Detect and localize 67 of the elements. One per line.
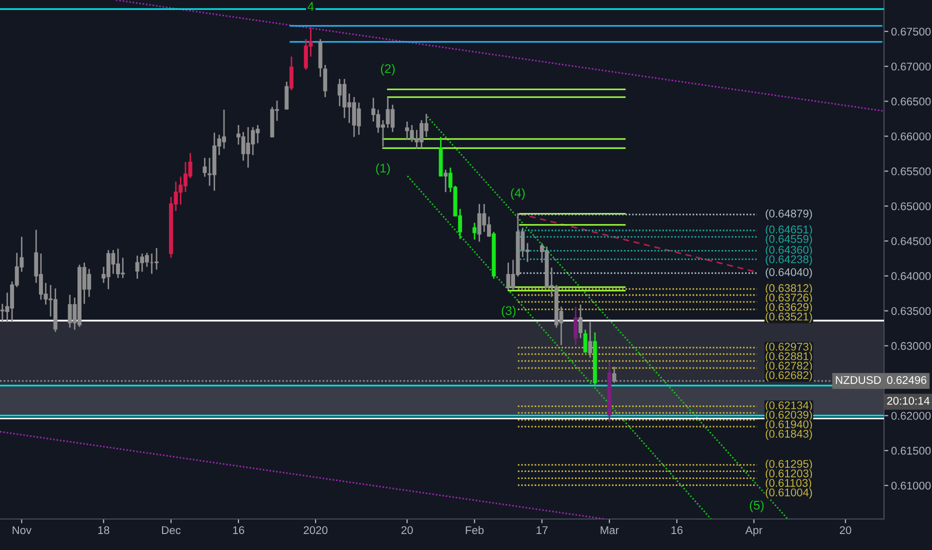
series-label: (0.61203) [766,469,812,480]
x-tick-label: 2020 [304,526,328,534]
x-tick-label: 20 [401,526,413,534]
candlestick [323,64,328,98]
y-tick-label: 0.65500 [891,167,931,176]
series-label: (0.61940) [766,420,812,430]
series-label: (0.62134) [766,401,812,412]
series-label: (0.61843) [766,430,812,440]
y-tick-label: 0.61000 [891,482,931,490]
x-tick-label: Feb [466,526,484,534]
series-label: (0.63629) [766,302,812,314]
candlestick [472,222,476,240]
series-label: (0.61295) [766,460,812,470]
candlestick [154,247,159,270]
x-tick-label: Apr [745,526,762,536]
series-label: (0.61103) [766,478,812,490]
y-tick-label: 0.65000 [891,202,931,210]
y-tick-label: 0.64500 [891,237,931,246]
series-label: (0.64238) [766,255,812,266]
series-label: (0.62782) [766,361,812,372]
series-label: (0.62881) [766,352,812,362]
candlestick [574,306,578,346]
candlestick [583,329,588,354]
candlestick [588,321,592,358]
annotation: (3) [502,306,516,318]
y-tick-label: 0.67500 [891,28,931,36]
x-tick-label: Mar [600,526,619,534]
series-label: (0.62039) [766,410,812,421]
y-tick-label: 0.61500 [891,446,931,455]
y-tick-label: 0.66000 [891,132,931,140]
y-tick-label: 0.64000 [891,272,931,280]
y-tick-label: 0.63000 [891,342,931,350]
series-label: (0.62973) [766,342,812,353]
series-label: (0.63521) [766,312,812,323]
annotation: 4 [308,2,314,11]
series-label: (0.64360) [766,246,812,256]
x-tick-label: 17 [536,526,548,534]
ref-line-label: 0.62496 [887,376,926,384]
x-tick-label: Dec [162,526,181,534]
x-tick-label: 16 [672,526,683,534]
y-tick-label: 0.66500 [891,98,931,106]
x-tick-label: Nov [12,526,32,534]
x-tick-label: 16 [233,526,244,534]
series-label: (0.63812) [766,284,812,294]
candlestick [202,157,207,178]
y-tick-label: 0.62000 [891,412,931,420]
x-tick-label: 18 [98,526,110,534]
text: 20:10:14 [887,396,930,405]
series-label: (0.64879) [766,209,812,220]
y-tick-label: 0.67000 [891,62,931,70]
candlestick [444,169,448,193]
series-label: (0.64040) [766,268,812,278]
annotation: (5) [750,500,764,512]
candlestick [578,304,582,339]
annotation: (1) [376,163,390,176]
series-label: (0.63726) [766,293,812,304]
series-label: (0.64651) [766,225,812,236]
series-label: (0.61004) [766,488,812,499]
candlestick [284,81,289,110]
x-tick-label: 20 [840,526,852,534]
annotation: NZDUSD [836,376,881,384]
y-tick-label: 0.63500 [891,307,931,315]
candlestick [289,56,294,91]
series-label: (0.64559) [766,234,812,246]
series-label: (0.62682) [766,370,812,382]
annotation: (2) [380,64,395,76]
annotation: (4) [511,188,525,200]
